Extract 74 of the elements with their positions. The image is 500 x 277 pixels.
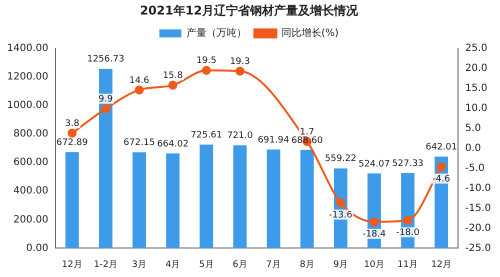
data-label: 524.07 — [358, 159, 390, 170]
point — [235, 66, 244, 76]
data-label: 527.33 — [392, 158, 424, 169]
data-label: 664.02 — [157, 139, 189, 150]
bar — [65, 152, 79, 248]
legend-label: 同比增长(%) — [281, 26, 339, 39]
y-tick-label: 200.00 — [13, 214, 48, 226]
data-label: 559.22 — [324, 154, 356, 164]
bar — [233, 145, 247, 248]
x-tick-label: 1-2月 — [94, 260, 118, 270]
data-label: 19.5 — [196, 56, 216, 66]
data-label: -4.6 — [432, 174, 450, 185]
data-label: -13.6 — [329, 210, 353, 220]
data-label: 721.0 — [227, 131, 254, 142]
data-label: 9.9 — [98, 94, 114, 105]
point — [68, 128, 77, 138]
bar — [132, 152, 146, 248]
y2-tick-label: 15.0 — [465, 82, 488, 94]
point — [336, 198, 346, 208]
data-label: 691.94 — [258, 135, 290, 146]
y2-tick-label: 20.0 — [465, 62, 488, 74]
legend-label: 产量（万吨） — [186, 26, 246, 39]
point — [436, 162, 446, 172]
data-label: 725.61 — [190, 130, 222, 140]
y-tick-label: 400.00 — [13, 186, 48, 197]
data-label: 672.89 — [56, 138, 88, 148]
y-tick-label: 1400.00 — [6, 42, 48, 54]
x-tick-label: 5月 — [199, 260, 214, 270]
data-label: 19.3 — [230, 57, 250, 68]
x-tick-label: 6月 — [232, 260, 248, 270]
y2-tick-label: 10.0 — [465, 102, 488, 114]
x-tick-label: 11月 — [398, 260, 418, 270]
y2-tick-label: -20.0 — [465, 222, 491, 234]
data-label: 672.15 — [124, 138, 156, 148]
y-tick-label: 1200.00 — [6, 72, 48, 83]
y-tick-label: 800.00 — [13, 128, 48, 140]
x-tick-label: 8月 — [300, 260, 314, 270]
point — [134, 85, 144, 94]
y2-tick-label: 5.0 — [465, 122, 482, 134]
x-tick-label: 7月 — [266, 260, 281, 270]
bar — [98, 68, 112, 248]
point — [370, 217, 379, 226]
data-label: 15.8 — [162, 71, 184, 82]
y2-tick-label: 0.0 — [465, 142, 482, 154]
y2-tick-label: -15.0 — [465, 202, 491, 214]
y2-tick-label: -5.0 — [465, 162, 485, 174]
x-tick-label: 12月 — [62, 260, 82, 270]
point — [168, 80, 178, 90]
x-tick-label: 10月 — [364, 260, 384, 270]
bar — [200, 144, 214, 248]
data-label: 3.8 — [64, 118, 80, 129]
y2-tick-label: -10.0 — [465, 182, 491, 194]
x-tick-label: 9月 — [333, 260, 348, 270]
y-tick-label: 0.00 — [26, 242, 48, 254]
y2-tick-label: -25.0 — [465, 242, 491, 254]
y2-tick-label: 25.0 — [465, 42, 488, 54]
data-label: -18.0 — [396, 228, 420, 238]
y-tick-label: 1000.00 — [6, 100, 48, 112]
bar — [266, 149, 280, 248]
data-label: -18.4 — [362, 230, 386, 240]
point — [403, 216, 412, 225]
data-label: 14.6 — [129, 76, 150, 86]
point — [202, 66, 211, 75]
data-label: 1.7 — [300, 127, 314, 138]
bar — [166, 153, 180, 248]
x-tick-label: 3月 — [132, 260, 147, 270]
y-tick-label: 600.00 — [13, 157, 48, 168]
x-tick-label: 4月 — [165, 260, 180, 270]
point — [101, 104, 110, 114]
data-label: 1256.73 — [87, 54, 124, 65]
data-label: 642.01 — [426, 142, 458, 152]
bar — [300, 150, 314, 248]
x-tick-label: 12月 — [431, 260, 452, 270]
chart-title: 2021年12月辽宁省钢材产量及增长情况 — [140, 3, 360, 18]
